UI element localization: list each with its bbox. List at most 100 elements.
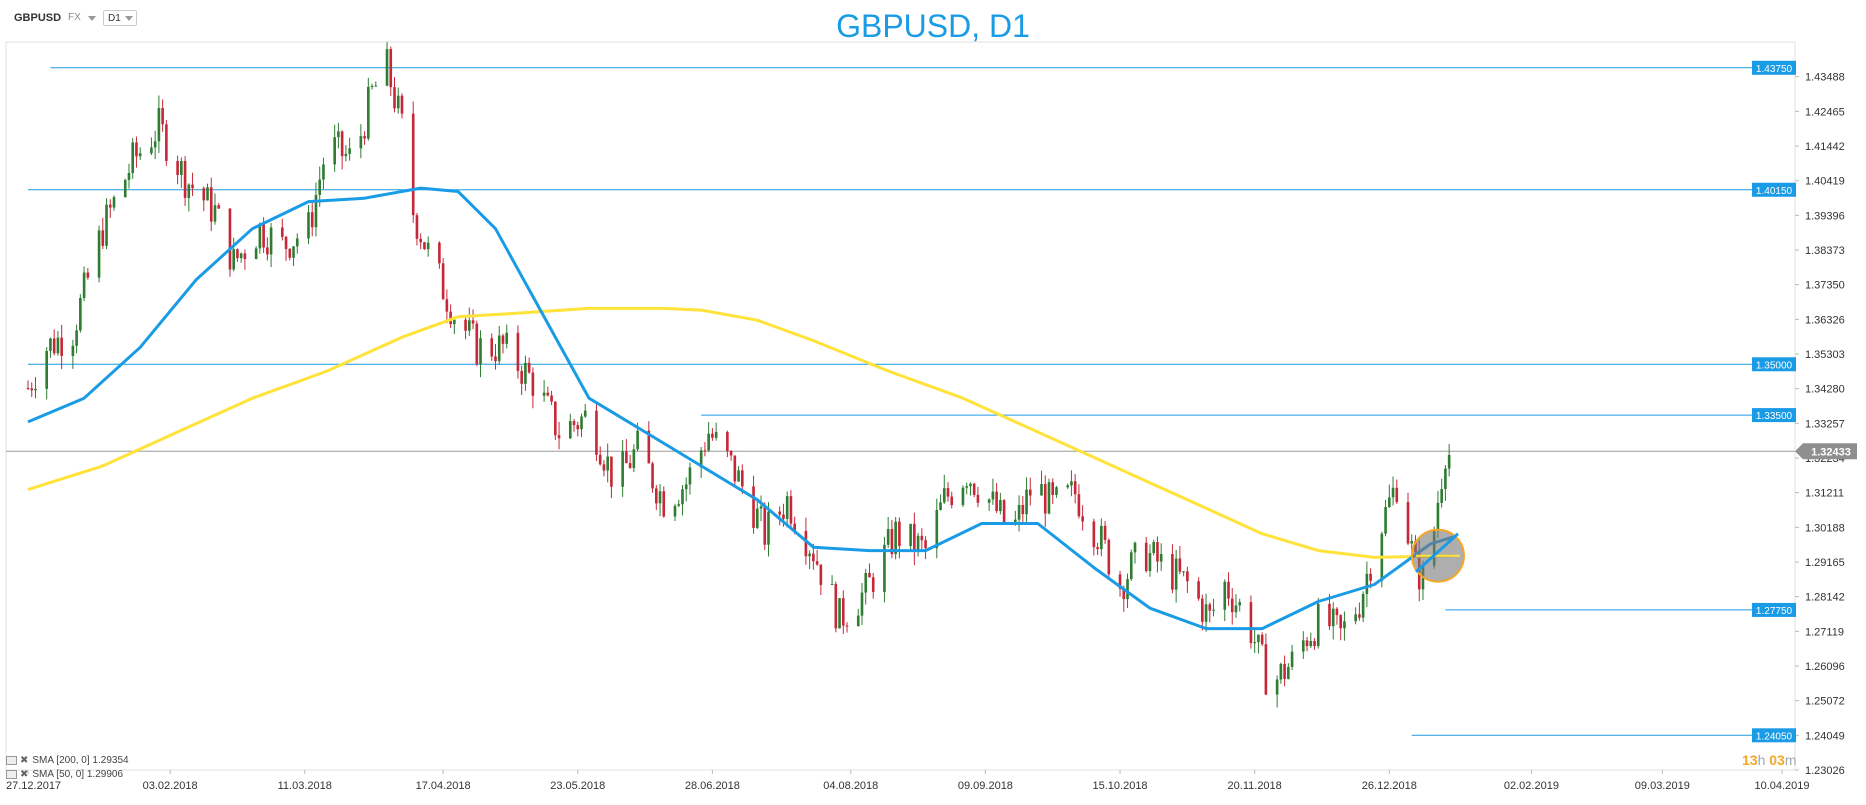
candle-body	[961, 487, 965, 506]
chart-title: GBPUSD, D1	[836, 8, 1030, 44]
indicator-settings-icon[interactable]	[6, 769, 17, 779]
current-price-label: 1.32433	[1811, 446, 1851, 458]
candle-body	[1178, 558, 1182, 572]
candle-body	[494, 356, 497, 362]
timeframe-chevron-down-icon[interactable]	[125, 16, 133, 21]
y-tick-label: 1.25072	[1805, 696, 1845, 708]
candle-body	[924, 540, 927, 549]
candle-body	[726, 431, 729, 452]
candle-body	[576, 425, 580, 430]
candle-body	[1395, 487, 1399, 503]
y-tick-label: 1.39396	[1805, 210, 1845, 222]
candle-body	[318, 179, 322, 195]
candle-body	[393, 87, 396, 109]
timeframe-select[interactable]: D1	[103, 10, 137, 26]
level-price-label: 1.33500	[1756, 411, 1793, 422]
candle-body	[161, 108, 164, 125]
legend-sma50-label: SMA [50, 0] 1.29906	[32, 769, 124, 780]
candle-body	[56, 337, 60, 354]
candle-body	[105, 204, 108, 246]
candle-body	[868, 573, 871, 578]
candle-body	[1238, 602, 1242, 606]
candle-body	[860, 592, 864, 616]
candle-body	[1354, 614, 1357, 622]
candle-body	[438, 242, 441, 264]
candle-body	[939, 502, 942, 510]
symbol-label[interactable]: GBPUSD	[14, 12, 62, 24]
legend-sma200-label: SMA [200, 0] 1.29354	[32, 755, 129, 766]
candle-body	[976, 494, 980, 503]
candle-body	[793, 523, 796, 531]
level-price-label: 1.40150	[1756, 186, 1793, 197]
candle-body	[1021, 505, 1025, 515]
candle-body	[79, 297, 82, 331]
legend-sma50[interactable]: ✖ SMA [50, 0] 1.29906	[6, 769, 123, 780]
candle-body	[1313, 641, 1316, 647]
chart-toolbar: GBPUSD FX D1	[0, 0, 1866, 36]
candle-body	[1077, 494, 1081, 517]
sma200-line	[27, 306, 1453, 559]
y-tick-label: 1.31211	[1805, 488, 1844, 500]
candle-body	[292, 246, 295, 258]
x-tick-label: 11.03.2018	[278, 780, 332, 792]
candle-body	[1025, 489, 1028, 515]
candle-body	[583, 410, 587, 417]
candle-body	[834, 584, 838, 629]
candle-body	[1047, 482, 1051, 514]
candle-body	[262, 223, 265, 248]
candle-body	[1002, 500, 1006, 524]
candle-body	[176, 160, 179, 175]
candle-body	[359, 136, 363, 149]
remove-indicator-icon[interactable]: ✖	[20, 755, 29, 766]
remove-indicator-icon[interactable]: ✖	[20, 769, 29, 780]
candle-body	[505, 332, 509, 344]
candle-body	[1264, 644, 1268, 695]
candle-body	[808, 553, 811, 557]
level-price-label: 1.43750	[1756, 64, 1793, 75]
candle-body	[112, 197, 116, 208]
candle-body	[602, 464, 606, 471]
candle-body	[920, 535, 924, 541]
candle-body	[1343, 621, 1346, 629]
candle-body	[557, 435, 561, 439]
candle-body	[453, 319, 456, 325]
y-tick-label: 1.40419	[1805, 176, 1845, 188]
candle-body	[1144, 542, 1148, 571]
candle-body	[647, 430, 651, 464]
candle-body	[243, 253, 247, 260]
candle-body	[1406, 502, 1410, 544]
candle-body	[737, 470, 740, 482]
candle-body	[1309, 641, 1313, 647]
candle-body	[1040, 483, 1043, 496]
candle-body	[1260, 634, 1264, 645]
y-tick-label: 1.42465	[1805, 106, 1845, 118]
candle-body	[759, 506, 763, 509]
candle-body	[838, 598, 841, 629]
candle-body	[1017, 505, 1021, 520]
candle-body	[1028, 489, 1032, 496]
level-price-tag	[1752, 182, 1796, 197]
candle-body	[894, 521, 897, 555]
market-chevron-down-icon[interactable]	[88, 16, 96, 21]
level-price-tag	[1752, 728, 1796, 743]
candle-body	[284, 236, 288, 249]
candle-body	[52, 338, 56, 354]
candle-body	[752, 486, 755, 528]
candle-body	[909, 523, 912, 546]
indicator-settings-icon[interactable]	[6, 755, 17, 765]
candle-body	[60, 337, 63, 356]
candle-body	[419, 238, 422, 243]
candle-body	[1055, 487, 1058, 495]
legend-sma200[interactable]: ✖ SMA [200, 0] 1.29354	[6, 755, 129, 766]
candle-body	[527, 362, 531, 373]
candle-body	[374, 85, 378, 87]
candle-body	[703, 450, 707, 452]
candle-body	[1174, 558, 1178, 590]
candle-body	[396, 95, 400, 109]
candle-body	[864, 573, 868, 593]
candle-body	[1070, 481, 1073, 486]
y-tick-label: 1.29165	[1805, 557, 1845, 569]
candle-body	[662, 491, 666, 517]
x-tick-label: 20.11.2018	[1228, 780, 1282, 792]
